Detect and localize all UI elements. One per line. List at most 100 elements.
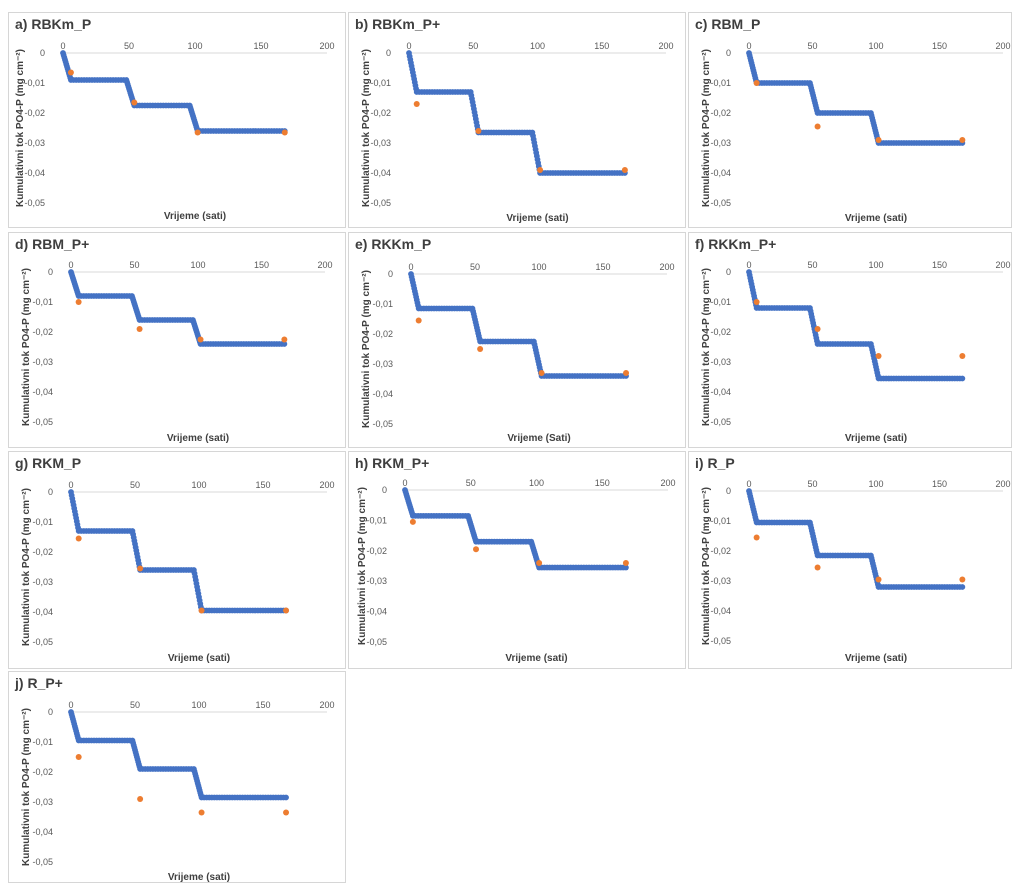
y-tick-label: -0,03	[710, 357, 731, 367]
chart-panel-j: j) R_P+ 0 50 100 150 200 0 -0,01 -0,02 -0,03 -0,0…	[8, 671, 346, 883]
measured-point	[814, 564, 821, 571]
x-tick-label: 0	[68, 700, 73, 710]
y-axis-label: Kumulativni tok PO4-P (mg cm⁻²)	[21, 708, 32, 866]
y-tick-label: -0,01	[372, 299, 393, 309]
y-tick-label: -0,01	[32, 737, 53, 747]
x-tick-label: 50	[129, 260, 139, 270]
x-axis-label: Vrijeme (sati)	[164, 211, 226, 222]
measured-point	[814, 326, 821, 332]
y-tick-label: -0,01	[24, 78, 45, 88]
x-axis-label: Vrijeme (sati)	[845, 653, 907, 664]
y-tick-label: -0,04	[370, 168, 391, 178]
y-tick-label: -0,04	[32, 827, 53, 837]
chart-plot-g: 0 50 100 150 200 0 -0,01 -0,02 -0,03 -0,04 -0,05 Vr…	[21, 480, 335, 664]
x-tick-label: 50	[468, 41, 478, 51]
measured-point	[415, 317, 422, 324]
y-tick-label: -0,01	[710, 297, 731, 307]
chart-panel-h: h) RKM_P+ 0 50 100 150 200 0 -0,01 -0,02 -0,03 -0…	[348, 451, 686, 669]
y-tick-label: -0,04	[366, 607, 387, 617]
y-tick-label: -0,05	[32, 857, 53, 867]
chart-title: c) RBM_P	[695, 16, 761, 32]
y-axis-label: Kumulativni tok PO4-P (mg cm⁻²)	[15, 49, 26, 207]
x-tick-label: 150	[254, 260, 269, 270]
y-tick-label: 0	[726, 267, 731, 277]
measured-point	[875, 137, 882, 143]
measured-point	[75, 535, 82, 542]
y-tick-label: -0,03	[32, 577, 53, 587]
chart-title: e) RKKm_P	[355, 236, 432, 252]
x-tick-label: 100	[190, 260, 205, 270]
x-tick-label: 100	[191, 700, 206, 710]
y-tick-label: 0	[726, 48, 731, 58]
chart-title: d) RBM_P+	[15, 236, 90, 252]
x-tick-label: 0	[746, 41, 751, 51]
y-tick-label: -0,05	[366, 637, 387, 647]
y-tick-label: -0,02	[24, 108, 45, 118]
measured-point	[753, 80, 760, 86]
measured-point	[959, 137, 966, 143]
y-axis-label: Kumulativni tok PO4-P (mg cm⁻²)	[701, 49, 712, 207]
y-tick-label: -0,03	[710, 138, 731, 148]
x-axis-label: Vrijeme (Sati)	[507, 433, 570, 444]
measured-point	[475, 128, 482, 134]
y-tick-label: -0,05	[32, 417, 53, 427]
x-tick-label: 200	[658, 41, 673, 51]
y-tick-label: -0,03	[32, 357, 53, 367]
y-tick-label: 0	[386, 48, 391, 58]
y-tick-label: -0,04	[32, 387, 53, 397]
y-tick-label: -0,03	[370, 138, 391, 148]
model-point	[959, 584, 966, 590]
y-tick-label: -0,03	[32, 797, 53, 807]
x-tick-label: 0	[402, 478, 407, 488]
x-axis-label: Vrijeme (sati)	[845, 433, 907, 444]
y-tick-label: -0,05	[32, 637, 53, 647]
chart-panel-d: d) RBM_P+ 0 50 100 150 200 0 -0,01 -0,02 -0,03 -0…	[8, 232, 346, 448]
y-tick-label: -0,05	[370, 198, 391, 208]
y-tick-label: -0,02	[32, 327, 53, 337]
chart-plot-c: 0 50 100 150 200 0 -0,01 -0,02 -0,03 -0,04 -0,05 Vr…	[701, 41, 1011, 224]
measured-point	[67, 69, 74, 76]
x-tick-label: 0	[406, 41, 411, 51]
measured-point	[131, 99, 138, 106]
x-tick-label: 200	[660, 478, 675, 488]
x-tick-label: 100	[529, 478, 544, 488]
measured-point	[536, 559, 543, 566]
x-tick-label: 50	[466, 478, 476, 488]
x-tick-label: 50	[130, 480, 140, 490]
x-tick-label: 100	[868, 479, 883, 489]
chart-plot-a: 0 50 100 150 200 0 -0,01 -0,02 -0,03 -0,04 -0,05 Vr…	[15, 41, 335, 222]
chart-plot-h: 0 50 100 150 200 0 -0,01 -0,02 -0,03 -0,04 -0,05 Vr…	[357, 478, 676, 664]
measured-point	[959, 353, 966, 359]
measured-point	[198, 809, 205, 816]
y-tick-label: -0,04	[32, 607, 53, 617]
y-tick-label: -0,04	[710, 387, 731, 397]
y-tick-label: -0,02	[32, 767, 53, 777]
y-tick-label: -0,04	[710, 606, 731, 616]
x-tick-label: 200	[319, 480, 334, 490]
x-tick-label: 50	[470, 262, 480, 272]
y-tick-label: -0,01	[366, 515, 387, 525]
x-tick-label: 100	[868, 260, 883, 270]
y-axis-label: Kumulativni tok PO4-P (mg cm⁻²)	[361, 49, 372, 207]
y-tick-label: 0	[726, 486, 731, 496]
chart-plot-j: 0 50 100 150 200 0 -0,01 -0,02 -0,03 -0,04 -0,05 Vr…	[21, 700, 335, 883]
measured-point	[194, 129, 201, 136]
x-tick-label: 100	[530, 41, 545, 51]
y-axis-label: Kumulativni tok PO4-P (mg cm⁻²)	[357, 487, 368, 645]
x-axis-label: Vrijeme (sati)	[168, 653, 230, 664]
y-tick-label: -0,05	[24, 198, 45, 208]
x-tick-label: 100	[868, 41, 883, 51]
x-tick-label: 200	[319, 700, 334, 710]
measured-point	[959, 576, 966, 583]
measured-point	[137, 796, 144, 802]
x-tick-label: 200	[995, 479, 1010, 489]
y-tick-label: -0,01	[710, 516, 731, 526]
measured-point	[473, 546, 480, 553]
model-point	[283, 794, 289, 801]
y-tick-label: -0,02	[32, 547, 53, 557]
y-tick-label: -0,05	[372, 419, 393, 429]
measured-point	[623, 370, 630, 376]
x-tick-label: 200	[319, 41, 334, 51]
y-tick-label: 0	[48, 487, 53, 497]
x-tick-label: 50	[807, 479, 817, 489]
